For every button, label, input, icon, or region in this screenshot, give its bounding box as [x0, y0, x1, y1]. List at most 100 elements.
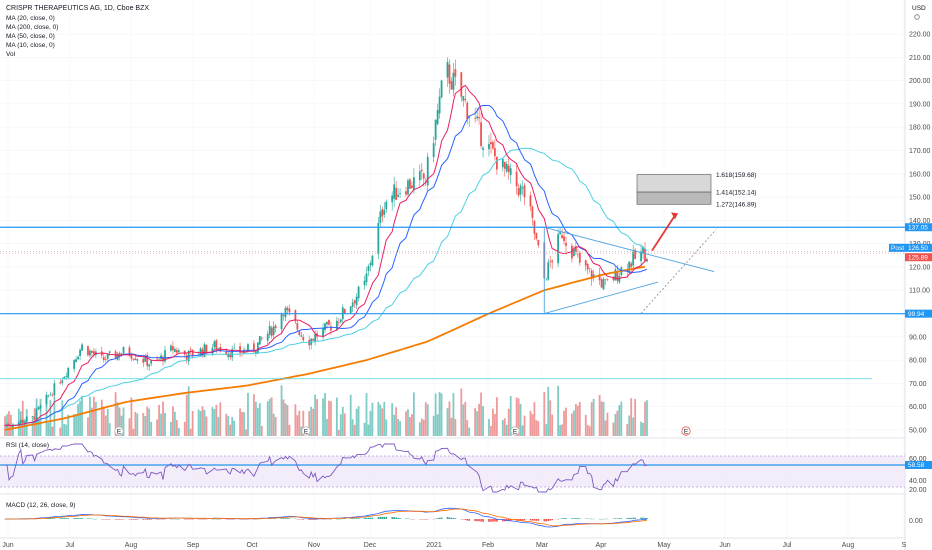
target-arrow[interactable] [651, 212, 678, 252]
candle-body [349, 306, 352, 313]
macd-bar [136, 519, 139, 520]
macd-bar [545, 519, 548, 522]
macd-bar [573, 518, 575, 519]
volume-bar [482, 406, 484, 436]
rsi-label[interactable]: RSI (14, close) [6, 442, 49, 449]
candle-body [185, 355, 188, 361]
volume-bar [73, 414, 76, 436]
candle-body [482, 147, 484, 150]
volume-bar [476, 411, 479, 436]
candle-body [335, 320, 338, 331]
volume-bar [114, 392, 117, 436]
volume-bar [393, 414, 396, 436]
candle-body [92, 351, 95, 355]
candle-body [420, 169, 423, 172]
macd-bar [379, 516, 382, 519]
candle-body [640, 251, 642, 262]
indicator-ma10-label[interactable]: MA (10, close, 0) [6, 42, 55, 49]
volume-bar [521, 425, 524, 436]
volume-bar [49, 400, 52, 436]
macd-bar [618, 518, 621, 519]
volume-bar [280, 385, 283, 436]
candle-body [493, 148, 496, 157]
macd-bar [280, 518, 283, 519]
volume-bar [509, 396, 512, 436]
volume-bar [478, 403, 480, 436]
fib-level-1414: 1.414(152.14) [716, 189, 756, 196]
candle-body [424, 180, 427, 182]
indicator-ma20-label[interactable]: MA (20, close, 0) [6, 15, 55, 22]
candle-body [136, 359, 139, 361]
candle-body [517, 188, 520, 196]
macd-bar [377, 517, 380, 519]
settings-icon[interactable] [914, 14, 920, 20]
volume-bar [606, 412, 609, 436]
candle-body [505, 163, 508, 172]
volume-bar [45, 395, 48, 436]
price-tick: 210.00 [909, 55, 931, 62]
triangle-upper-trendline[interactable] [544, 226, 715, 273]
volume-bar [438, 392, 441, 436]
macd-bar [521, 519, 524, 521]
candle-body [395, 187, 398, 200]
macd-bar [104, 519, 107, 520]
volume-bar [231, 416, 234, 436]
volume-bar [150, 421, 153, 436]
candle-body [393, 184, 396, 199]
volume-bar [586, 424, 589, 436]
candle-body [122, 346, 125, 354]
macd-bar [75, 518, 77, 519]
volume-bar [551, 414, 554, 436]
indicator-ma50-label[interactable]: MA (50, close, 0) [6, 33, 55, 40]
indicator-vol-label[interactable]: Vol [6, 51, 16, 58]
volume-bar [341, 406, 344, 436]
candle-body [422, 173, 425, 179]
earnings-event-icon[interactable]: E [301, 426, 311, 436]
volume-bar [578, 401, 581, 436]
candle-body [75, 359, 78, 363]
macd-bar [482, 519, 484, 522]
macd-bar [357, 518, 360, 519]
earnings-event-icon[interactable]: E [114, 426, 124, 436]
candle-body [604, 279, 607, 281]
candle-body [573, 249, 575, 256]
volume-bar [326, 418, 328, 436]
time-axis[interactable]: Jun Jul Aug Sep Oct Nov Dec 2021 Feb Mar Apr May Jun… [2, 542, 906, 549]
macd-bar [464, 519, 467, 520]
projection-dashed-line[interactable] [640, 229, 717, 314]
volume-bar [272, 413, 275, 436]
macd-bar [424, 519, 427, 520]
volume-bar [557, 385, 560, 436]
candle-body [545, 279, 548, 281]
volume-bar [464, 402, 467, 436]
candle-body [280, 314, 283, 330]
price-axis[interactable]: 220.00 210.00 200.00 190.00 180.00 170.00 160.… [909, 32, 931, 435]
indicator-ma200-label[interactable]: MA (200, close, 0) [6, 24, 58, 31]
triangle-lower-trendline[interactable] [544, 281, 659, 314]
candle-body [432, 143, 435, 158]
volume-bar [397, 418, 400, 436]
candle-body [162, 356, 164, 362]
volume-bar [136, 413, 139, 436]
candle-body [254, 351, 257, 353]
volume-bar [148, 408, 151, 436]
svg-text:99.94: 99.94 [908, 311, 925, 318]
earnings-event-icon[interactable]: E [681, 426, 691, 436]
candle-body [12, 425, 14, 427]
macd-bar [405, 518, 407, 519]
earnings-event-icon[interactable]: E [510, 426, 520, 436]
macd-bar [563, 518, 565, 519]
volume-bar [371, 402, 374, 436]
price-tick: 220.00 [909, 32, 931, 39]
volume-bar [543, 391, 546, 436]
volume-bar [258, 403, 261, 436]
volume-bar [177, 427, 180, 436]
macd-label[interactable]: MACD (12, 26, close, 9) [6, 502, 75, 509]
fib-extension[interactable]: 1.618(159.68) 1.414(152.14) 1.272(146.89… [636, 172, 756, 209]
volume-bar [468, 427, 471, 436]
volume-bar [620, 401, 623, 436]
candle-body [547, 262, 550, 280]
candle-body [33, 417, 36, 419]
